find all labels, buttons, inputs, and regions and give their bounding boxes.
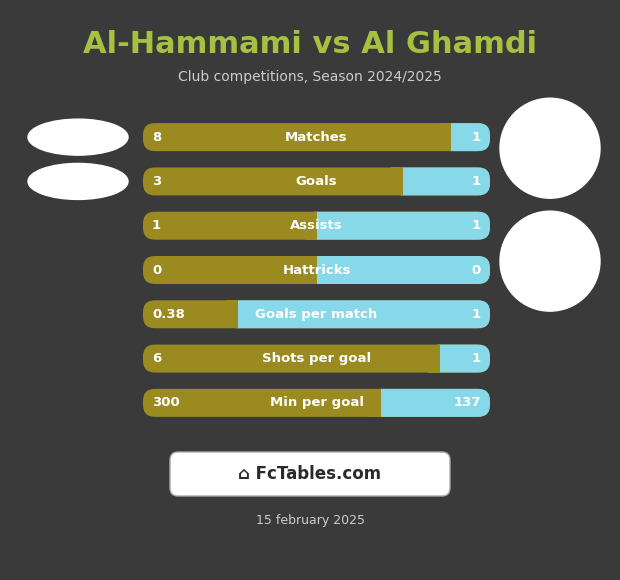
FancyBboxPatch shape bbox=[369, 389, 490, 417]
Text: 6: 6 bbox=[152, 352, 161, 365]
Ellipse shape bbox=[28, 119, 128, 155]
Text: 8: 8 bbox=[152, 130, 161, 144]
Text: 1: 1 bbox=[472, 219, 481, 232]
Bar bbox=[391, 168, 403, 195]
Text: 1: 1 bbox=[472, 175, 481, 188]
FancyBboxPatch shape bbox=[170, 452, 450, 496]
Text: 0: 0 bbox=[472, 263, 481, 277]
Text: 3: 3 bbox=[152, 175, 161, 188]
FancyBboxPatch shape bbox=[143, 168, 490, 195]
Text: 1: 1 bbox=[472, 308, 481, 321]
FancyBboxPatch shape bbox=[143, 256, 490, 284]
FancyBboxPatch shape bbox=[304, 256, 490, 284]
Text: Club competitions, Season 2024/2025: Club competitions, Season 2024/2025 bbox=[178, 70, 442, 84]
FancyBboxPatch shape bbox=[304, 212, 490, 240]
FancyBboxPatch shape bbox=[440, 123, 490, 151]
Text: Al-Hammami vs Al Ghamdi: Al-Hammami vs Al Ghamdi bbox=[83, 30, 537, 59]
Text: Matches: Matches bbox=[285, 130, 348, 144]
Bar bbox=[369, 389, 381, 417]
Text: Min per goal: Min per goal bbox=[270, 396, 363, 409]
FancyBboxPatch shape bbox=[391, 168, 490, 195]
Text: ⌂ FcTables.com: ⌂ FcTables.com bbox=[239, 465, 381, 483]
Bar bbox=[304, 256, 316, 284]
Bar bbox=[428, 345, 440, 372]
FancyBboxPatch shape bbox=[143, 300, 490, 328]
Text: Hattricks: Hattricks bbox=[282, 263, 351, 277]
Text: 1: 1 bbox=[152, 219, 161, 232]
FancyBboxPatch shape bbox=[428, 345, 490, 372]
Circle shape bbox=[500, 98, 600, 198]
FancyBboxPatch shape bbox=[143, 212, 490, 240]
Text: 300: 300 bbox=[152, 396, 180, 409]
Text: 137: 137 bbox=[453, 396, 481, 409]
Text: 15 february 2025: 15 february 2025 bbox=[255, 514, 365, 527]
Circle shape bbox=[500, 211, 600, 311]
FancyBboxPatch shape bbox=[143, 389, 490, 417]
FancyBboxPatch shape bbox=[143, 123, 490, 151]
Text: 1: 1 bbox=[472, 130, 481, 144]
Text: 0.38: 0.38 bbox=[152, 308, 185, 321]
Text: Goals: Goals bbox=[296, 175, 337, 188]
Bar bbox=[304, 212, 316, 240]
Bar bbox=[440, 123, 451, 151]
Text: 0: 0 bbox=[152, 263, 161, 277]
Ellipse shape bbox=[28, 164, 128, 200]
Text: 1: 1 bbox=[472, 352, 481, 365]
FancyBboxPatch shape bbox=[226, 300, 490, 328]
Text: Shots per goal: Shots per goal bbox=[262, 352, 371, 365]
Bar bbox=[226, 300, 239, 328]
Text: Goals per match: Goals per match bbox=[255, 308, 378, 321]
Text: Assists: Assists bbox=[290, 219, 343, 232]
FancyBboxPatch shape bbox=[143, 345, 490, 372]
